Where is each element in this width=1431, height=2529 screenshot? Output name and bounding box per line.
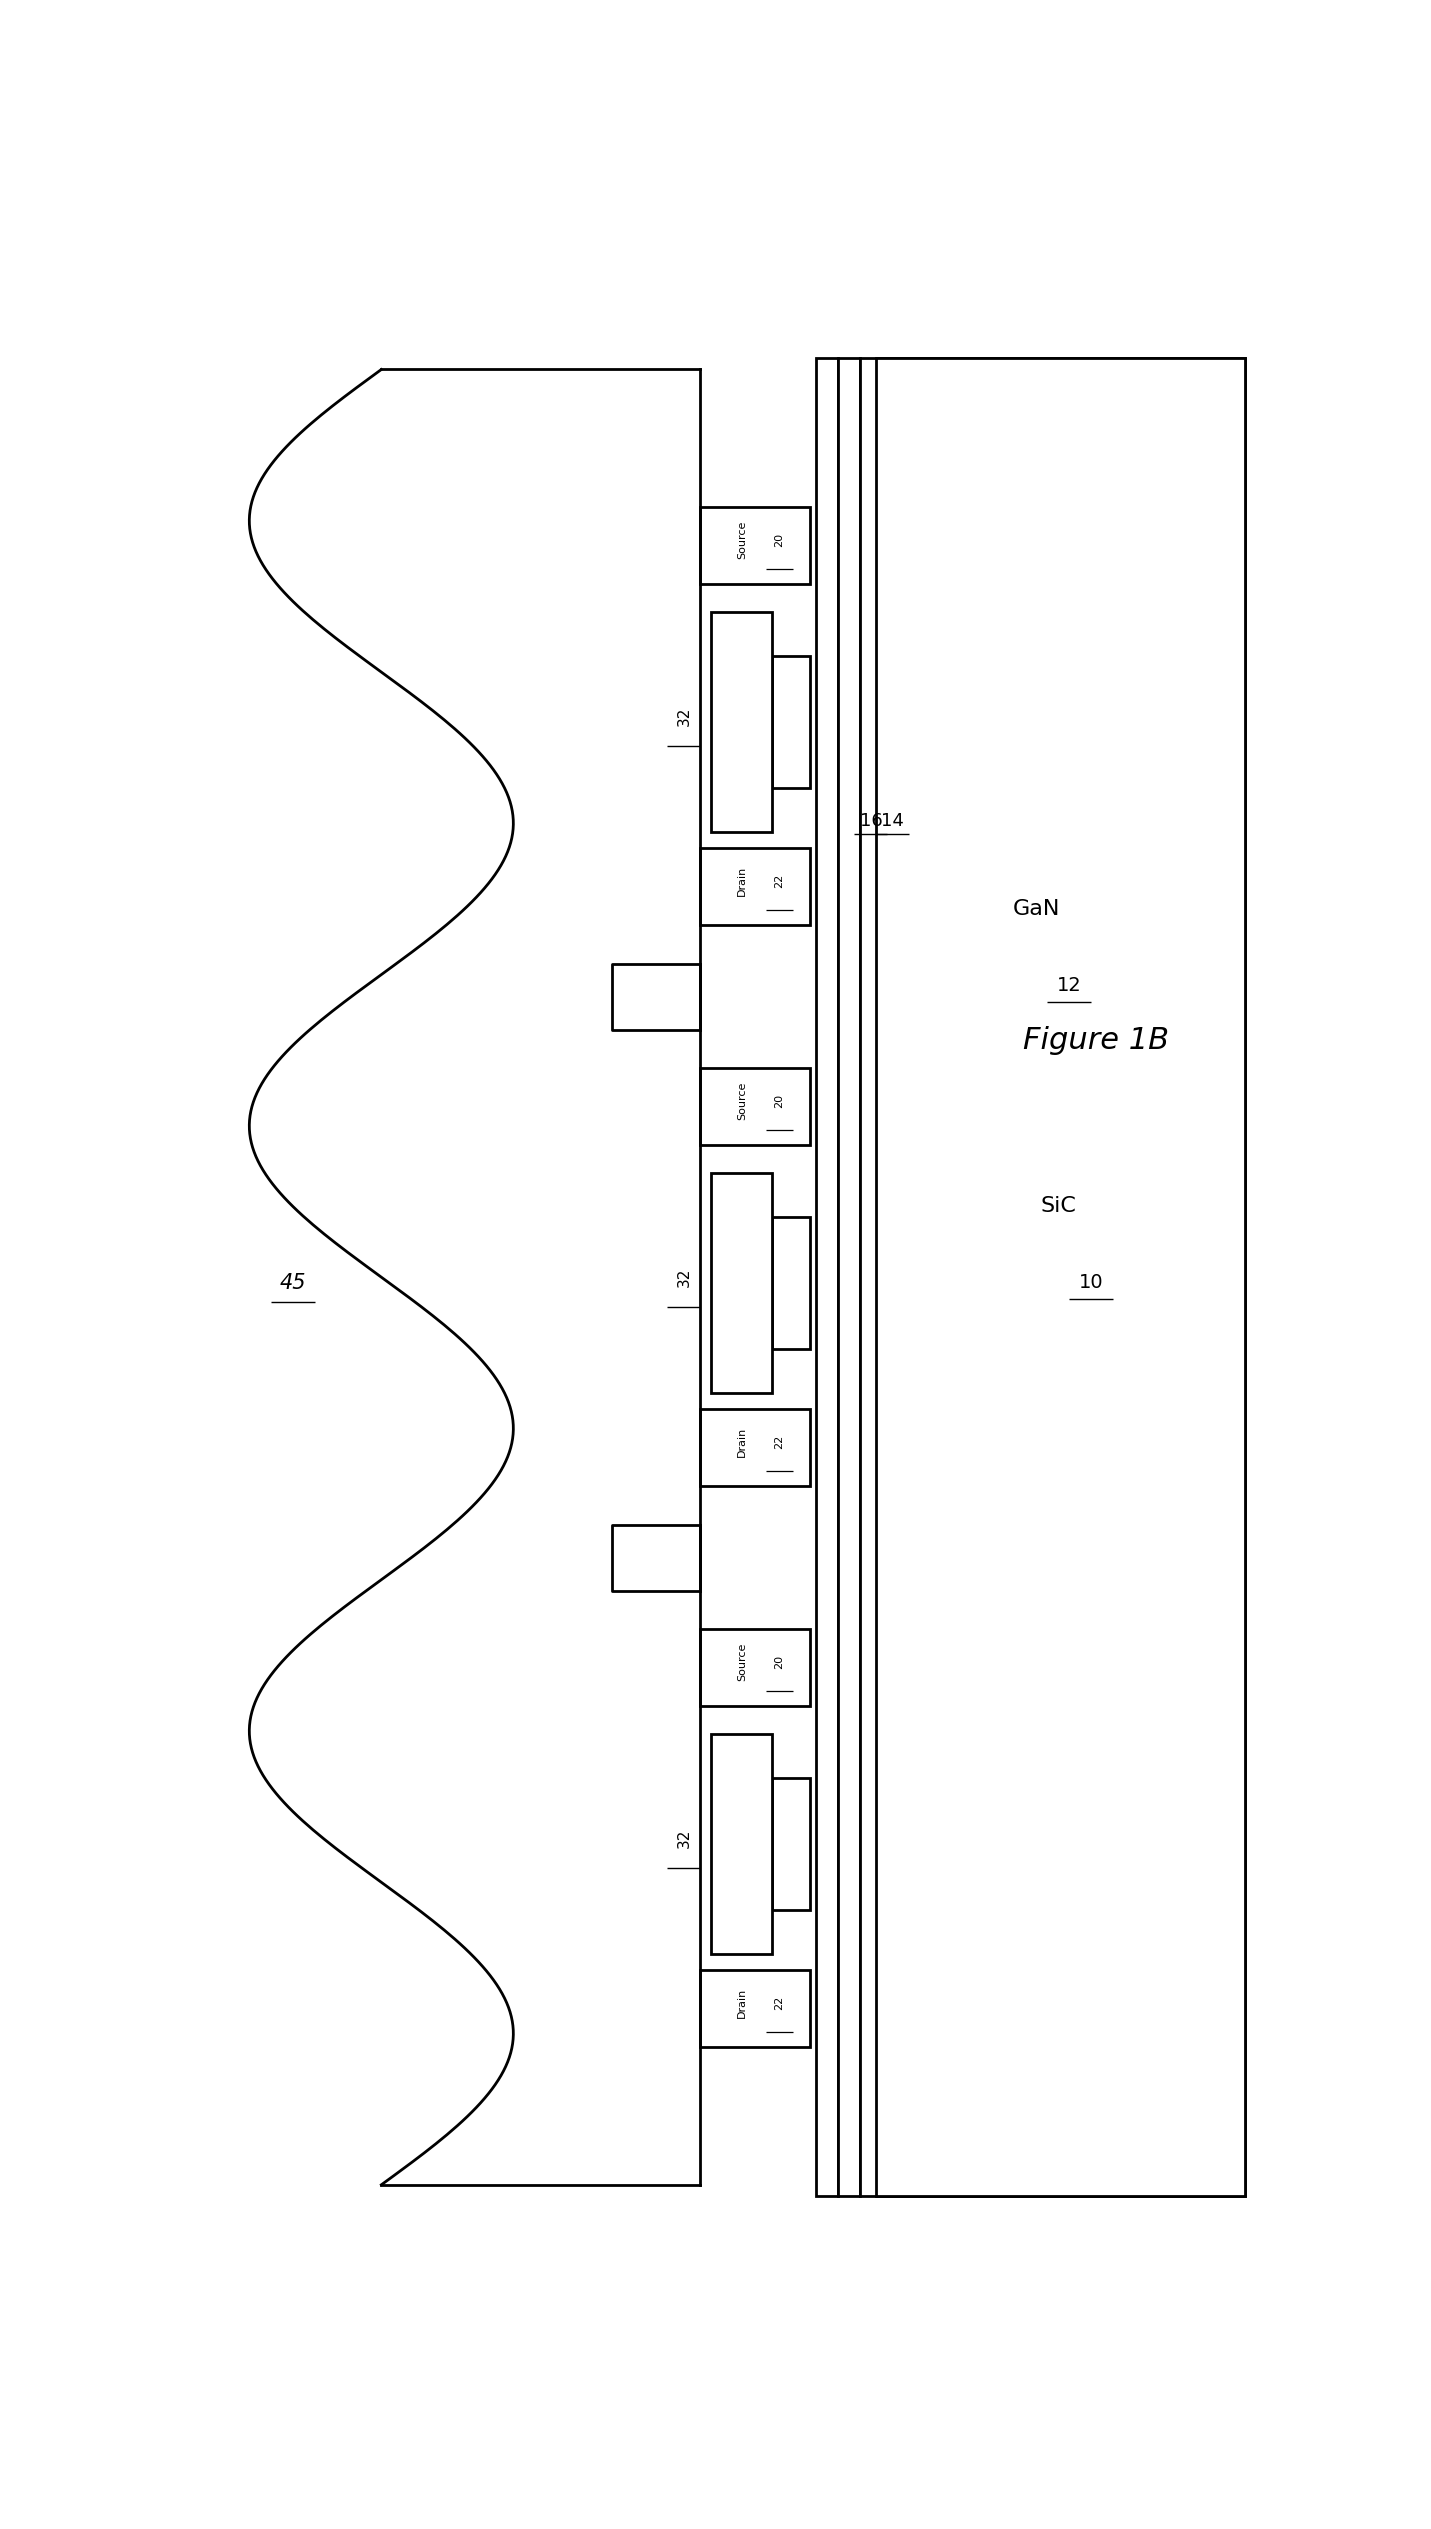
Text: 20: 20 [774,1095,784,1108]
Bar [771,1778,810,1909]
Bar [700,1409,810,1487]
Bar [700,1970,810,2048]
Text: Source: Source [737,1644,747,1682]
Text: 32: 32 [677,1828,691,1849]
Text: SiC: SiC [1040,1196,1076,1216]
Text: 22: 22 [774,1995,784,2011]
Bar [700,1067,810,1146]
Text: 20: 20 [774,534,784,546]
Text: 16: 16 [860,812,883,830]
Text: Source: Source [737,521,747,559]
Text: 14: 14 [881,812,904,830]
Text: Drain: Drain [737,1988,747,2018]
Text: 12: 12 [1056,976,1082,994]
Text: 45: 45 [280,1272,306,1292]
Text: 32: 32 [677,706,691,726]
Text: Drain: Drain [737,1426,747,1457]
Text: Figure 1B: Figure 1B [1023,1027,1169,1055]
Bar [771,1216,810,1348]
Text: 32: 32 [677,1267,691,1287]
Bar [839,359,860,2195]
Bar [700,1629,810,1707]
Text: 10: 10 [1079,1272,1103,1292]
Text: 20: 20 [774,1654,784,1669]
Text: 22: 22 [774,1434,784,1449]
Text: Source: Source [737,1082,747,1120]
Bar [711,1735,771,1955]
Bar [700,847,810,926]
Bar [771,655,810,787]
Bar [816,359,839,2195]
Bar [860,359,1245,2195]
Bar [711,612,771,832]
Bar [876,359,1245,2195]
Text: 22: 22 [774,875,784,888]
Bar [711,1173,771,1393]
Bar [700,506,810,584]
Text: GaN: GaN [1012,898,1059,918]
Text: Drain: Drain [737,865,747,895]
